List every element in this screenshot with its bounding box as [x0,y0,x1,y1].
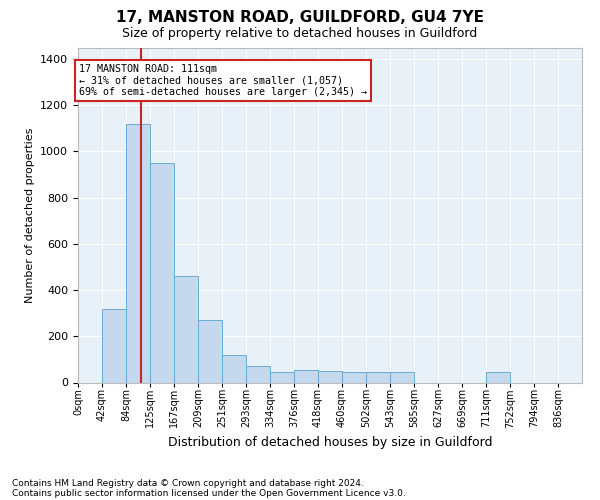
Text: Contains HM Land Registry data © Crown copyright and database right 2024.: Contains HM Land Registry data © Crown c… [12,478,364,488]
Y-axis label: Number of detached properties: Number of detached properties [25,128,35,302]
Text: 17 MANSTON ROAD: 111sqm
← 31% of detached houses are smaller (1,057)
69% of semi: 17 MANSTON ROAD: 111sqm ← 31% of detache… [79,64,367,97]
Bar [102,308,126,382]
Bar [366,372,390,382]
Bar [246,366,270,382]
Bar [318,371,342,382]
Bar [222,355,246,382]
Bar [174,276,198,382]
Bar [294,370,318,382]
Text: Size of property relative to detached houses in Guildford: Size of property relative to detached ho… [122,28,478,40]
Bar [390,372,414,382]
Bar [486,372,510,382]
Text: 17, MANSTON ROAD, GUILDFORD, GU4 7YE: 17, MANSTON ROAD, GUILDFORD, GU4 7YE [116,10,484,25]
Bar [270,372,294,382]
Bar [198,320,222,382]
Bar [342,372,366,382]
Bar [126,124,150,382]
X-axis label: Distribution of detached houses by size in Guildford: Distribution of detached houses by size … [168,436,492,449]
Text: Contains public sector information licensed under the Open Government Licence v3: Contains public sector information licen… [12,488,406,498]
Bar [150,163,174,382]
